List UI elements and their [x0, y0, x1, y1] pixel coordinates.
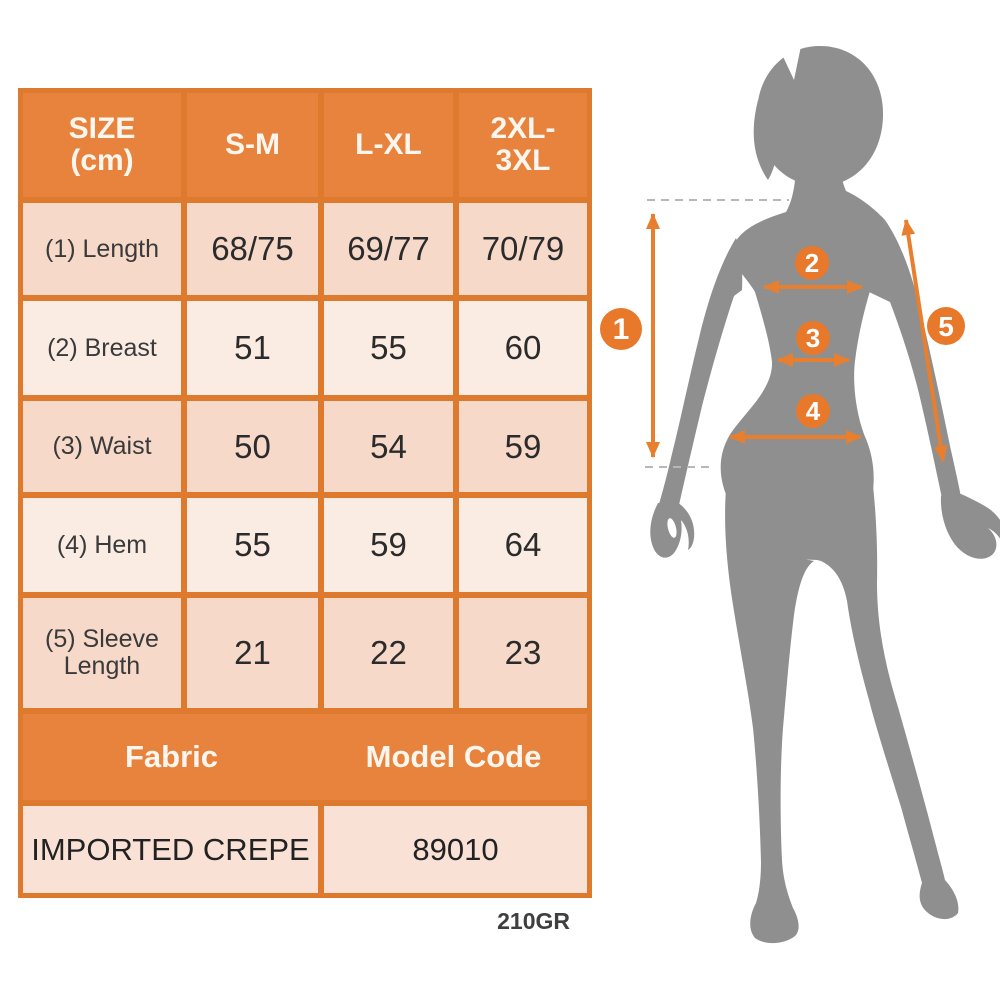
- left-leg-shape: [725, 465, 814, 944]
- female-body-silhouette: [650, 46, 1000, 944]
- badge-4: 4: [796, 394, 830, 428]
- badge-3-number: 3: [806, 323, 820, 353]
- badge-4-number: 4: [806, 396, 821, 426]
- measurement-figure: 1 2 3 4 5: [600, 0, 1000, 1000]
- badge-1-number: 1: [613, 313, 630, 346]
- length-lxl: 69/77: [324, 203, 453, 295]
- waist-lxl: 54: [324, 401, 453, 492]
- row-label-waist: (3) Waist: [23, 401, 181, 492]
- size-table: SIZE (cm) S-M L-XL 2XL- 3XL (1) Length 6…: [18, 88, 592, 898]
- hem-sm: 55: [187, 498, 318, 592]
- weight-note: 210GR: [497, 908, 570, 934]
- hair-flip-shape: [753, 100, 777, 180]
- badge-2-number: 2: [805, 248, 819, 278]
- row-label-sleeve-length: (5) Sleeve Length: [23, 598, 181, 708]
- column-header-size: SIZE (cm): [23, 93, 181, 197]
- thumb-gap: [667, 518, 677, 538]
- column-header-sm: S-M: [187, 93, 318, 197]
- hem-2xl3xl: 64: [459, 498, 587, 592]
- fabric-header-label: Fabric: [124, 739, 219, 774]
- fabric-value: IMPORTED CREPE: [23, 806, 318, 893]
- measure-arrow-5-sleeve: [901, 219, 948, 462]
- length-2xl3xl: 70/79: [459, 203, 587, 295]
- fabric-modelcode-header: Fabric Model Code: [23, 714, 587, 800]
- row-label-hem: (4) Hem: [23, 498, 181, 592]
- waist-sm: 50: [187, 401, 318, 492]
- sleeve-2xl3xl: 23: [459, 598, 587, 708]
- hair-shape: [756, 46, 884, 187]
- breast-lxl: 55: [324, 301, 453, 395]
- breast-sm: 51: [187, 301, 318, 395]
- right-arm-shape: [869, 220, 961, 503]
- right-leg-shape: [817, 442, 959, 920]
- badge-2: 2: [795, 246, 829, 280]
- row-label-length: (1) Length: [23, 203, 181, 295]
- column-header-2xl3xl: 2XL- 3XL: [459, 93, 587, 197]
- badge-5: 5: [927, 307, 965, 345]
- model-code-value: 89010: [324, 806, 587, 893]
- badge-5-number: 5: [938, 311, 954, 342]
- left-arm-shape: [658, 238, 743, 514]
- length-sm: 68/75: [187, 203, 318, 295]
- sleeve-sm: 21: [187, 598, 318, 708]
- row-label-breast: (2) Breast: [23, 301, 181, 395]
- sleeve-lxl: 22: [324, 598, 453, 708]
- model-code-header-label: Model Code: [365, 739, 542, 774]
- waist-2xl3xl: 59: [459, 401, 587, 492]
- hair-parting-notch: [779, 46, 801, 80]
- hem-lxl: 59: [324, 498, 453, 592]
- badge-3: 3: [796, 321, 830, 355]
- right-hand-shape: [940, 488, 1000, 559]
- column-header-lxl: L-XL: [324, 93, 453, 197]
- badge-1: 1: [600, 308, 642, 350]
- female-silhouette-diagram: 1 2 3 4 5: [600, 46, 1000, 944]
- breast-2xl3xl: 60: [459, 301, 587, 395]
